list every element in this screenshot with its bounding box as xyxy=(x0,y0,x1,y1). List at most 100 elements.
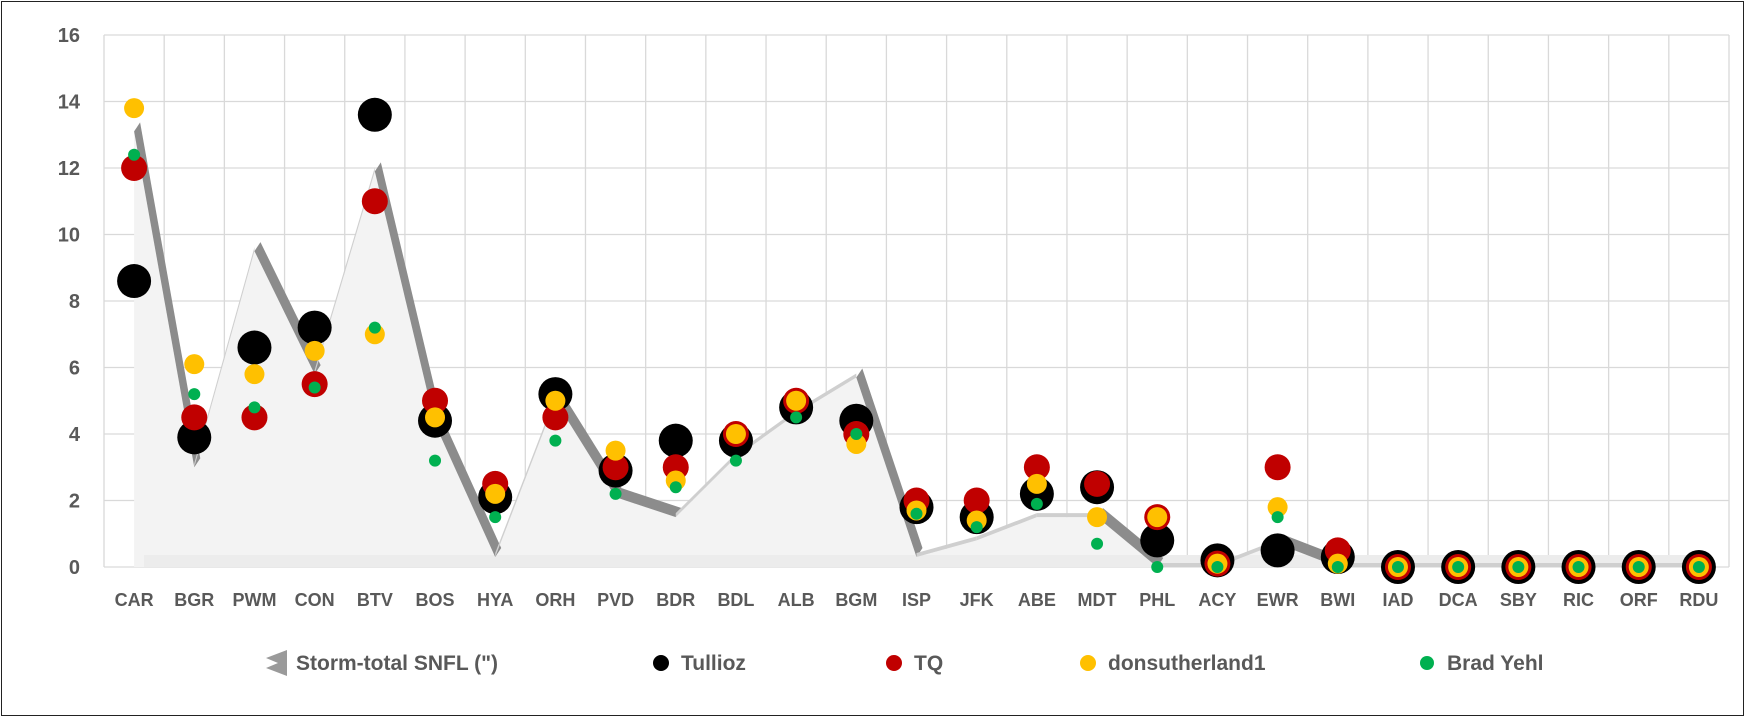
legend-item-tq: TQ xyxy=(886,652,943,675)
yellow-dot-icon xyxy=(1080,655,1096,671)
y-tick-label: 10 xyxy=(58,225,80,247)
marker-brad-yehl xyxy=(188,388,201,401)
x-tick-label: BOS xyxy=(416,590,455,610)
marker-tq xyxy=(241,404,268,431)
x-tick-label: ACY xyxy=(1198,590,1236,610)
x-tick-label: ORF xyxy=(1620,590,1658,610)
marker-brad-yehl xyxy=(128,148,141,161)
marker-tq xyxy=(542,404,569,431)
x-tick-label: PHL xyxy=(1139,590,1175,610)
marker-tq xyxy=(963,487,990,514)
legend-item-snfl: Storm-total SNFL (") xyxy=(266,650,498,676)
legend-label-tq: TQ xyxy=(914,652,943,675)
marker-brad-yehl xyxy=(669,481,682,494)
area-segment xyxy=(374,162,442,425)
marker-brad-yehl xyxy=(850,428,863,440)
x-tick-label: HYA xyxy=(477,590,513,610)
marker-tq xyxy=(1264,454,1291,481)
y-tick-label: 6 xyxy=(69,358,80,380)
marker-tq xyxy=(1023,454,1050,481)
marker-tq xyxy=(181,404,208,431)
marker-brad-yehl xyxy=(1632,561,1645,573)
area-segment xyxy=(134,122,201,468)
marker-brad-yehl xyxy=(1271,511,1284,524)
marker-brad-yehl xyxy=(1331,561,1344,573)
marker-brad-yehl xyxy=(489,511,502,524)
marker-brad-yehl xyxy=(248,401,261,414)
x-tick-label: SBY xyxy=(1500,590,1537,610)
marker-tullioz xyxy=(237,330,272,365)
marker-donsutherland1 xyxy=(1147,507,1168,528)
marker-brad-yehl xyxy=(1452,561,1465,573)
legend-item-tullioz: Tullioz xyxy=(653,652,746,675)
x-tick-label: RDU xyxy=(1679,590,1718,610)
marker-donsutherland1 xyxy=(725,424,746,444)
marker-tullioz xyxy=(117,264,152,299)
marker-brad-yehl xyxy=(1512,561,1525,573)
marker-brad-yehl xyxy=(1030,497,1043,510)
y-tick-label: 12 xyxy=(58,158,80,180)
legend-label-donsutherland1: donsutherland1 xyxy=(1108,652,1266,675)
marker-brad-yehl xyxy=(729,454,742,467)
marker-brad-yehl xyxy=(1151,561,1164,573)
x-tick-label: IAD xyxy=(1382,590,1413,610)
area-segment xyxy=(976,513,1037,541)
x-tick-label: ORH xyxy=(535,590,575,610)
legend-item-brad-yehl: Brad Yehl xyxy=(1420,652,1544,675)
marker-donsutherland1 xyxy=(304,340,325,361)
marker-brad-yehl xyxy=(609,487,622,500)
marker-brad-yehl xyxy=(308,381,321,394)
area-segment xyxy=(916,536,977,558)
area-segment xyxy=(675,453,736,518)
x-tick-label: ISP xyxy=(902,590,931,610)
marker-brad-yehl xyxy=(910,507,923,520)
x-tick-label: ABE xyxy=(1018,590,1056,610)
area-segment xyxy=(615,488,682,518)
x-axis: CAR BGR PWM CON BTV BOS HYA ORH PVD BDR BDL ALB BGM I… xyxy=(115,590,1719,610)
area-base xyxy=(144,555,1699,567)
marker-donsutherland1 xyxy=(124,98,145,119)
y-tick-label: 14 xyxy=(58,92,81,114)
x-tick-label: ALB xyxy=(778,590,815,610)
area-segment xyxy=(254,242,321,375)
marker-brad-yehl xyxy=(790,411,803,424)
x-tick-label: PVD xyxy=(597,590,634,610)
marker-tullioz xyxy=(1260,533,1295,568)
area-segment xyxy=(1036,513,1098,518)
x-tick-label: JFK xyxy=(960,590,994,610)
marker-brad-yehl xyxy=(429,454,442,467)
marker-brad-yehl xyxy=(368,321,381,334)
area-swatch-icon xyxy=(266,650,287,676)
legend-label-snfl: Storm-total SNFL (") xyxy=(296,652,498,675)
x-tick-label: CON xyxy=(295,590,335,610)
marker-brad-yehl xyxy=(970,521,983,534)
y-tick-label: 0 xyxy=(69,557,80,579)
legend-item-donsutherland1: donsutherland1 xyxy=(1080,652,1266,675)
area-segment xyxy=(495,396,556,558)
marker-donsutherland1 xyxy=(1267,497,1288,518)
marker-brad-yehl xyxy=(1091,537,1104,550)
marker-donsutherland1 xyxy=(244,364,265,385)
marker-tq xyxy=(1084,470,1111,497)
x-tick-label: BDR xyxy=(656,590,695,610)
marker-brad-yehl xyxy=(1572,561,1585,573)
area-fill xyxy=(134,131,1699,568)
marker-donsutherland1 xyxy=(425,407,446,428)
x-tick-label: BGR xyxy=(174,590,214,610)
marker-tq xyxy=(602,454,629,481)
marker-tullioz xyxy=(658,423,693,458)
y-tick-label: 8 xyxy=(69,291,80,313)
red-dot-icon xyxy=(886,655,902,671)
marker-donsutherland1 xyxy=(485,483,506,504)
marker-donsutherland1 xyxy=(1087,507,1108,528)
x-tick-label: CAR xyxy=(115,590,154,610)
x-tick-label: BGM xyxy=(835,590,877,610)
marker-donsutherland1 xyxy=(605,440,626,461)
x-tick-label: BDL xyxy=(717,590,754,610)
marker-brad-yehl xyxy=(1692,561,1705,573)
area-segment xyxy=(435,415,502,558)
black-dot-icon xyxy=(653,655,669,671)
marker-donsutherland1 xyxy=(545,390,566,411)
